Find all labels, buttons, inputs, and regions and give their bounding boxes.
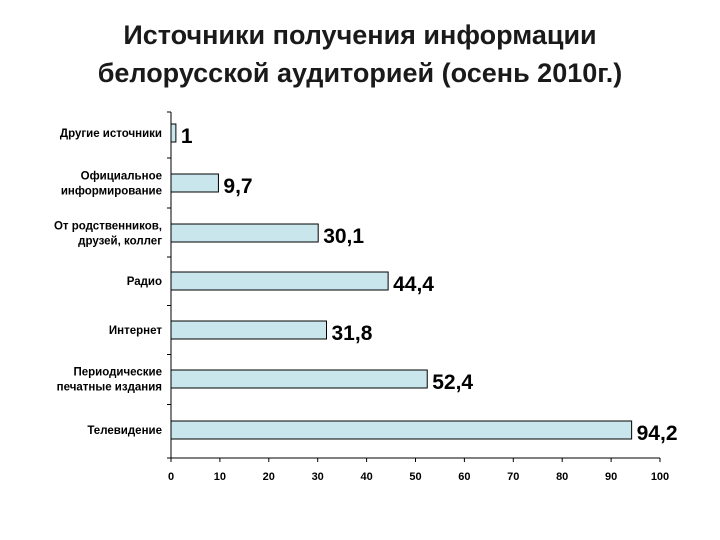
category-label: Радио [127,276,162,288]
x-tick-label: 90 [605,471,617,483]
x-tick-label: 60 [458,471,470,483]
category-label: печатные издания [57,382,162,394]
x-tick-label: 40 [360,471,372,483]
bar [170,223,319,243]
value-label: 31,8 [332,322,373,345]
category-label: Периодические [73,367,162,379]
bar [170,320,328,340]
value-label: 30,1 [323,225,364,248]
x-tick-label: 70 [507,471,519,483]
chart-title: Источники получения информации белорусск… [0,16,720,92]
title-line-2: белорусской аудиторией (осень 2010г.) [97,58,623,88]
x-tick-label: 80 [556,471,568,483]
x-tick-label: 10 [214,471,226,483]
value-label: 52,4 [432,371,473,394]
category-label: Официальное [81,171,162,183]
x-tick-label: 30 [312,471,324,483]
bar [170,173,219,193]
category-label: От родственников, [54,221,162,233]
x-tick-label: 0 [168,471,174,483]
x-tick-label: 20 [263,471,275,483]
bar [170,369,428,389]
bar [170,420,633,440]
x-tick-label: 100 [651,471,669,483]
category-label: Телевидение [87,425,162,437]
x-tick-label: 50 [409,471,421,483]
bar [170,271,389,291]
value-label: 94,2 [637,422,678,445]
category-label: информирование [61,186,162,198]
category-label: Интернет [109,325,162,337]
category-label: Другие источники [60,128,162,140]
value-label: 44,4 [393,273,434,296]
title-line-1: Источники получения информации [123,20,597,50]
category-label: друзей, коллег [78,236,162,248]
value-label: 1 [181,125,193,148]
bar [170,123,177,143]
value-label: 9,7 [223,175,252,198]
